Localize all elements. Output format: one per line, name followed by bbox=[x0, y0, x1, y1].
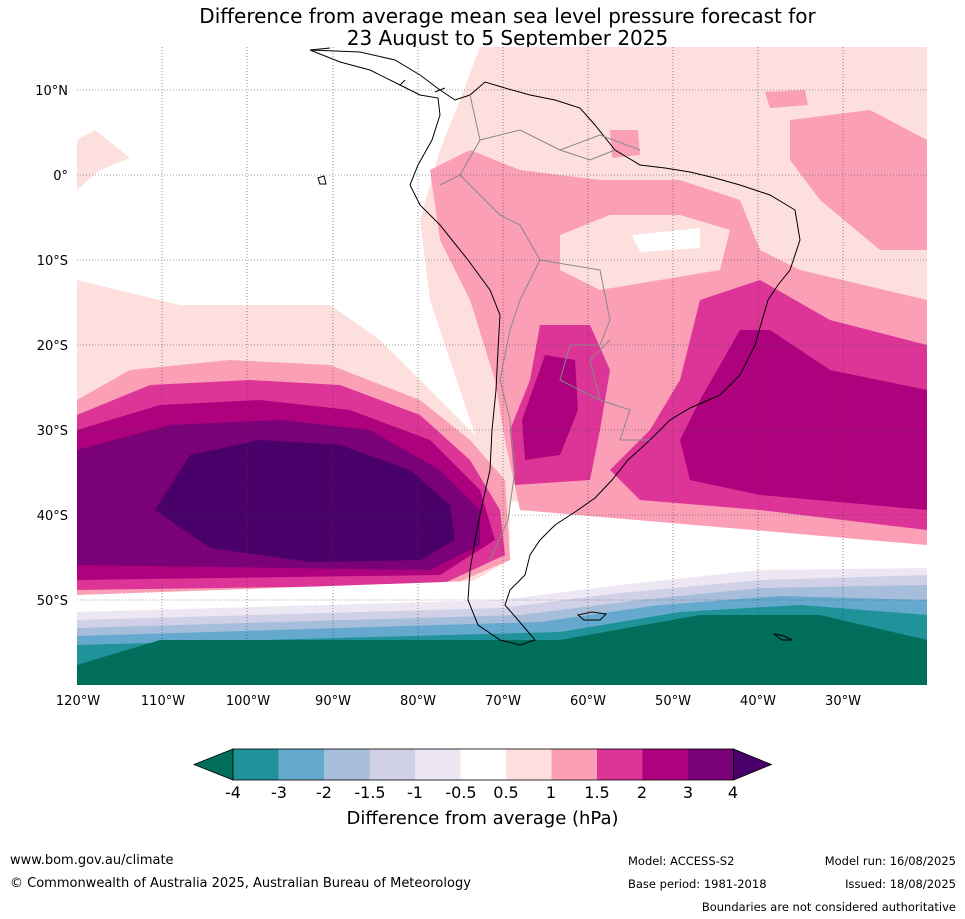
lat-label: 10°S bbox=[37, 254, 68, 269]
lon-label: 90°W bbox=[315, 694, 351, 709]
lat-label: 0° bbox=[53, 169, 68, 184]
colorbar-frame bbox=[232, 748, 734, 781]
disclaimer-text: Boundaries are not considered authoritat… bbox=[701, 900, 956, 914]
colorbar-tick: -4 bbox=[225, 783, 241, 802]
colorbar-title: Difference from average (hPa) bbox=[346, 808, 619, 829]
colorbar-tick: -1.5 bbox=[354, 783, 386, 802]
lon-label: 100°W bbox=[226, 694, 270, 709]
galapagos bbox=[317, 175, 327, 185]
colorbar-tick: -3 bbox=[271, 783, 287, 802]
copyright-text: © Commonwealth of Australia 2025, Austra… bbox=[10, 876, 471, 891]
colorbar-segment bbox=[233, 749, 279, 780]
colorbar-segment bbox=[278, 749, 324, 780]
model-run-text: Model run: 16/08/2025 bbox=[824, 854, 956, 868]
lat-label: 20°S bbox=[37, 339, 68, 354]
central-america-coastline bbox=[309, 47, 446, 93]
colorbar-tick: -0.5 bbox=[445, 783, 477, 802]
colorbar-segment bbox=[369, 749, 415, 780]
colorbar-tick: 1.5 bbox=[584, 783, 610, 802]
lon-label: 50°W bbox=[655, 694, 691, 709]
country-borders bbox=[439, 94, 650, 561]
latitude-labels: 10°N 0° 10°S 20°S 30°S 40°S 50°S bbox=[35, 84, 68, 609]
colorbar-tick: -1 bbox=[407, 783, 423, 802]
south-america-coastline bbox=[309, 49, 801, 646]
colorbar-tick: 4 bbox=[727, 783, 739, 802]
colorbar-segment bbox=[506, 749, 552, 780]
colorbar-segment bbox=[551, 749, 597, 780]
website-link[interactable]: www.bom.gov.au/climate bbox=[10, 853, 174, 868]
lat-label: 30°S bbox=[37, 424, 68, 439]
anomaly-field bbox=[77, 47, 927, 685]
lat-label: 50°S bbox=[37, 594, 68, 609]
colorbar-segment bbox=[688, 749, 734, 780]
colorbar-tick: 2 bbox=[636, 783, 648, 802]
issued-text: Issued: 18/08/2025 bbox=[845, 877, 956, 891]
colorbar-segment bbox=[324, 749, 370, 780]
map-title-line2: 23 August to 5 September 2025 bbox=[346, 26, 669, 50]
colorbar-extend-low bbox=[192, 748, 234, 781]
colorbar bbox=[192, 748, 773, 781]
lat-label: 40°S bbox=[37, 509, 68, 524]
south-georgia bbox=[773, 633, 793, 641]
base-period-text: Base period: 1981-2018 bbox=[628, 877, 767, 891]
colorbar-tick: 0.5 bbox=[493, 783, 519, 802]
colorbar-segment bbox=[642, 749, 688, 780]
lon-label: 80°W bbox=[400, 694, 436, 709]
colorbar-tick: -2 bbox=[316, 783, 332, 802]
lon-label: 120°W bbox=[56, 694, 100, 709]
lon-label: 110°W bbox=[141, 694, 185, 709]
lat-label: 10°N bbox=[35, 84, 68, 99]
graticule bbox=[77, 47, 927, 685]
lon-label: 30°W bbox=[825, 694, 861, 709]
longitude-labels: 120°W 110°W 100°W 90°W 80°W 70°W 60°W 50… bbox=[56, 694, 861, 709]
map-title-line1: Difference from average mean sea level p… bbox=[199, 4, 816, 28]
colorbar-segment bbox=[460, 749, 506, 780]
lon-label: 40°W bbox=[740, 694, 776, 709]
lon-label: 70°W bbox=[485, 694, 521, 709]
colorbar-tick: 3 bbox=[682, 783, 694, 802]
model-text: Model: ACCESS-S2 bbox=[628, 854, 735, 868]
colorbar-segment bbox=[597, 749, 643, 780]
lon-label: 60°W bbox=[570, 694, 606, 709]
colorbar-extend-high bbox=[733, 748, 773, 781]
colorbar-segment bbox=[415, 749, 461, 780]
falkland-islands bbox=[576, 611, 608, 621]
colorbar-tick: 1 bbox=[545, 783, 557, 802]
